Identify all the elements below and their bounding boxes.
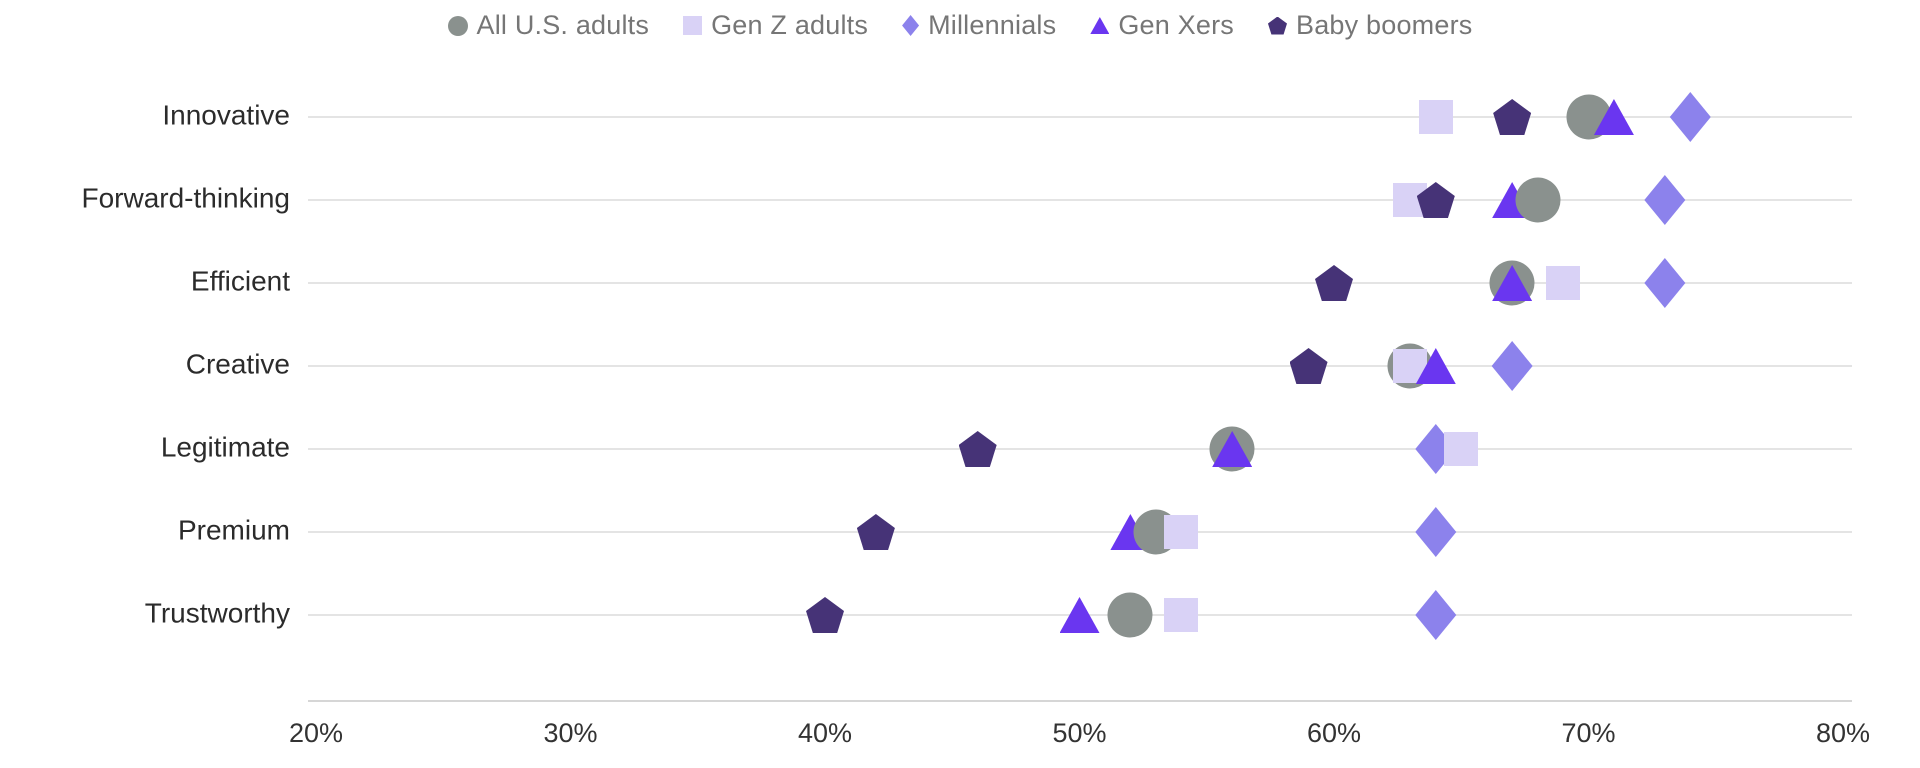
x-tick-80: 80% xyxy=(1815,718,1871,748)
category-label-efficient: Efficient xyxy=(190,265,290,297)
square-icon xyxy=(683,16,703,35)
x-tick-40: 40% xyxy=(797,718,853,748)
legend-label: Gen Z adults xyxy=(711,10,869,40)
gridline-innovative xyxy=(308,116,1852,118)
data-point-millennials-efficient xyxy=(1644,258,1686,308)
legend-item-gen-z-adults[interactable]: Gen Z adults xyxy=(683,10,868,41)
category-label-forward-thinking: Forward-thinking xyxy=(81,182,290,214)
x-tick-50: 50% xyxy=(1052,718,1107,748)
data-point-millennials-creative xyxy=(1491,341,1533,391)
legend-label: Millennials xyxy=(928,10,1057,40)
gridline-efficient xyxy=(308,282,1852,284)
pentagon-icon xyxy=(1267,16,1287,35)
data-point-gen-z-adults-innovative xyxy=(1418,100,1453,134)
diamond-icon xyxy=(902,15,920,36)
category-label-legitimate: Legitimate xyxy=(160,431,290,463)
gridline-legitimate xyxy=(308,448,1852,450)
category-label-innovative: Innovative xyxy=(162,99,290,131)
data-point-baby-boomers-efficient xyxy=(1315,265,1353,301)
category-label-trustworthy: Trustworthy xyxy=(144,597,290,629)
data-point-all-u-s-adults-forward-thinking xyxy=(1515,177,1561,223)
category-label-premium: Premium xyxy=(177,514,290,546)
legend: All U.S. adults Gen Z adults Millennials Ge… xyxy=(0,10,1920,41)
gridline-creative xyxy=(308,365,1852,367)
data-point-baby-boomers-premium xyxy=(856,514,895,550)
data-point-millennials-forward-thinking xyxy=(1644,175,1686,225)
data-point-millennials-trustworthy xyxy=(1415,590,1457,640)
data-point-millennials-innovative xyxy=(1669,92,1711,142)
legend-item-gen-xers[interactable]: Gen Xers xyxy=(1090,10,1234,41)
legend-item-baby-boomers[interactable]: Baby boomers xyxy=(1267,10,1473,41)
x-tick-20: 20% xyxy=(288,718,344,748)
data-point-gen-z-adults-efficient xyxy=(1546,266,1581,300)
data-point-baby-boomers-trustworthy xyxy=(806,597,844,633)
legend-label: Gen Xers xyxy=(1118,10,1234,40)
x-tick-30: 30% xyxy=(543,718,598,748)
legend-item-all-u-s-adults[interactable]: All U.S. adults xyxy=(447,10,650,41)
data-point-baby-boomers-innovative xyxy=(1493,99,1532,135)
data-point-gen-z-adults-premium xyxy=(1164,515,1199,549)
x-tick-70: 70% xyxy=(1561,718,1616,748)
x-tick-60: 60% xyxy=(1306,718,1362,748)
circle-icon xyxy=(447,15,468,36)
data-point-millennials-premium xyxy=(1415,507,1457,557)
legend-label: Baby boomers xyxy=(1295,10,1473,40)
data-point-baby-boomers-legitimate xyxy=(958,431,997,467)
data-point-gen-z-adults-legitimate xyxy=(1444,432,1479,466)
data-point-all-u-s-adults-trustworthy xyxy=(1107,592,1153,638)
gridline-forward-thinking xyxy=(308,199,1852,201)
x-axis-line xyxy=(308,700,1852,702)
legend-item-millennials[interactable]: Millennials xyxy=(902,10,1056,41)
legend-label: All U.S. adults xyxy=(476,10,650,40)
category-label-creative: Creative xyxy=(185,348,290,380)
gridline-premium xyxy=(308,531,1852,533)
data-point-gen-z-adults-trustworthy xyxy=(1164,598,1199,632)
data-point-baby-boomers-creative xyxy=(1289,348,1328,384)
triangle-icon xyxy=(1090,17,1110,34)
